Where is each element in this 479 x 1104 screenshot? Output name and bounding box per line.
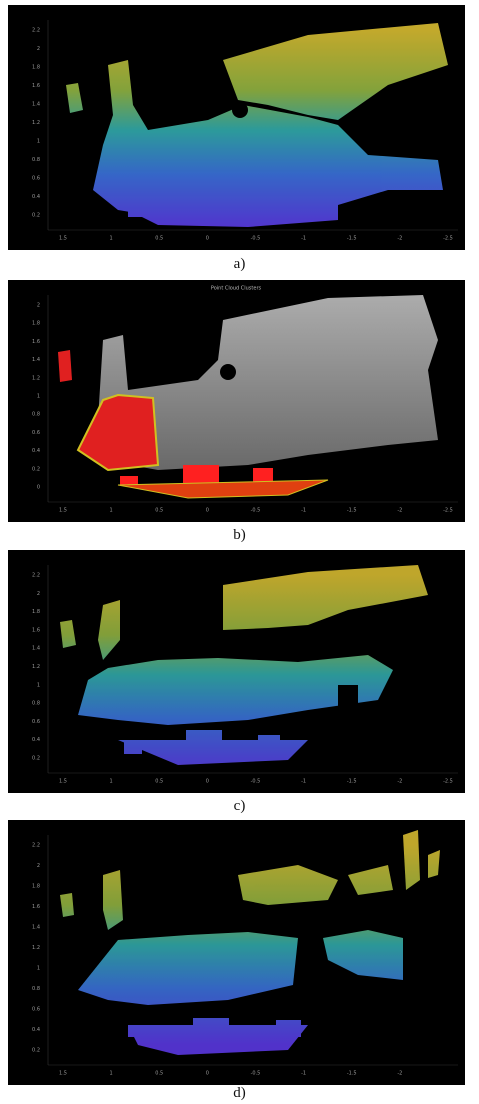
y-tick-label: 0.2: [32, 213, 40, 219]
panel-b: Point Cloud Clusters 2 1.8 1.6 1.4 1.2 1 0.8 0.…: [8, 280, 465, 522]
figure: {"panels": [ {"caption": "a)", "yticks":…: [0, 0, 479, 1104]
x-tick-label: -1: [301, 1071, 306, 1077]
x-tick-label: -0.5: [251, 508, 261, 514]
x-tick-label: -2.5: [443, 779, 453, 785]
x-tick-label: -0.5: [251, 779, 261, 785]
y-tick-label: 1.6: [32, 627, 40, 633]
x-tick-label: -2: [397, 779, 402, 785]
x-tick-label: -1: [301, 236, 306, 242]
y-tick-label: 2.2: [32, 843, 40, 849]
y-tick-label: 1.6: [32, 83, 40, 89]
y-tick-label: 0.4: [32, 194, 40, 200]
x-tick-label: -2: [397, 508, 402, 514]
y-tick-label: 0.6: [32, 176, 40, 182]
y-tick-label: 1.2: [32, 664, 40, 670]
y-tick-label: 0.2: [32, 1048, 40, 1054]
x-tick-label: -0.5: [251, 1071, 261, 1077]
y-tick-label: 0.6: [32, 1007, 40, 1013]
y-tick-label: 1.8: [32, 884, 40, 890]
x-tick-label: 0: [206, 779, 209, 785]
y-tick-label: 1.4: [32, 357, 40, 363]
x-tick-label: -1: [301, 508, 306, 514]
y-tick-label: 0.4: [32, 1027, 40, 1033]
x-tick-label: 1.5: [59, 1071, 67, 1077]
x-tick-label: -2: [397, 236, 402, 242]
x-tick-label: 0: [206, 508, 209, 514]
y-tick-label: 1.8: [32, 65, 40, 71]
y-tick-label: 1.4: [32, 646, 40, 652]
x-tick-label: -1: [301, 779, 306, 785]
y-tick-label: 0.4: [32, 448, 40, 454]
y-tick-label: 0.6: [32, 719, 40, 725]
y-tick-label: 1.6: [32, 339, 40, 345]
y-tick-label: 0.8: [32, 701, 40, 707]
y-tick-label: 2: [37, 303, 40, 309]
y-tick-label: 2: [37, 591, 40, 597]
panel-d: 2.2 2 1.8 1.6 1.4 1.2 1 0.8 0.6 0.4 0.2 1.5 1 0.5 0 -0.…: [8, 820, 465, 1085]
x-tick-label: 0: [206, 1071, 209, 1077]
x-tick-label: 0.5: [155, 779, 163, 785]
x-tick-label: -1.5: [347, 1071, 357, 1077]
x-tick-label: -2.5: [443, 508, 453, 514]
panel-c: 2.2 2 1.8 1.6 1.4 1.2 1 0.8 0.6 0.4 0.2 1.5 1 0.5 0 -0.…: [8, 550, 465, 793]
y-tick-label: 1.8: [32, 609, 40, 615]
y-tick-label: 1: [37, 966, 40, 972]
y-tick-label: 1.2: [32, 945, 40, 951]
y-tick-label: 1.6: [32, 904, 40, 910]
x-tick-label: 1: [110, 508, 113, 514]
panel-a: 2.2 2 1.8 1.6 1.4 1.2 1 0.8 0.6 0.4 0.2 1.5 1 0.5 0 -0.…: [8, 5, 465, 250]
y-tick-label: 2.2: [32, 28, 40, 34]
y-tick-label: 2.2: [32, 573, 40, 579]
y-tick-label: 1.2: [32, 375, 40, 381]
x-tick-label: -0.5: [251, 236, 261, 242]
x-tick-label: -2: [397, 1071, 402, 1077]
caption: a): [0, 256, 479, 273]
y-tick-label: 0: [37, 485, 40, 491]
panel-title: Point Cloud Clusters: [211, 286, 262, 292]
y-tick-label: 0.6: [32, 430, 40, 436]
x-tick-label: 0: [206, 236, 209, 242]
x-tick-label: 1: [110, 779, 113, 785]
x-tick-label: 1: [110, 1071, 113, 1077]
x-tick-label: -1.5: [347, 508, 357, 514]
caption: b): [0, 527, 479, 544]
y-tick-label: 1: [37, 139, 40, 145]
y-tick-label: 0.4: [32, 737, 40, 743]
y-tick-label: 1: [37, 394, 40, 400]
x-tick-label: 0.5: [155, 236, 163, 242]
y-tick-label: 2: [37, 863, 40, 869]
x-tick-label: -2.5: [443, 236, 453, 242]
x-tick-label: 1.5: [59, 236, 67, 242]
y-tick-label: 2: [37, 46, 40, 52]
x-tick-label: 1.5: [59, 508, 67, 514]
caption: d): [0, 1085, 479, 1102]
y-tick-label: 0.8: [32, 986, 40, 992]
y-tick-label: 0.2: [32, 756, 40, 762]
x-tick-label: -1.5: [347, 236, 357, 242]
y-tick-label: 1.8: [32, 321, 40, 327]
x-tick-label: 0.5: [155, 1071, 163, 1077]
y-tick-label: 1: [37, 682, 40, 688]
y-tick-label: 0.8: [32, 412, 40, 418]
caption: c): [0, 798, 479, 815]
y-tick-label: 1.4: [32, 925, 40, 931]
y-tick-label: 0.8: [32, 157, 40, 163]
y-tick-label: 1.4: [32, 102, 40, 108]
x-tick-label: -1.5: [347, 779, 357, 785]
x-tick-label: 0.5: [155, 508, 163, 514]
x-tick-label: 1: [110, 236, 113, 242]
x-tick-label: 1.5: [59, 779, 67, 785]
y-tick-label: 0.2: [32, 466, 40, 472]
y-tick-label: 1.2: [32, 120, 40, 126]
